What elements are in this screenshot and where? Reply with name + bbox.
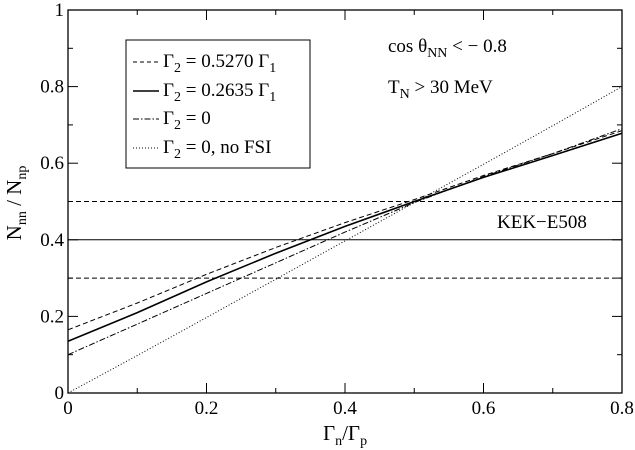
legend-entry-1: Γ2 = 0.2635 Γ1 [163,80,276,105]
series-line-0 [67,130,623,331]
cut-angle-annotation: cos θNN < − 0.8 [388,36,507,61]
legend-entry-3: Γ2 = 0, no FSI [163,137,271,162]
legend-entry-0: Γ2 = 0.5270 Γ1 [163,51,276,76]
legend-box [125,39,311,169]
y-tick-label: 0 [55,383,65,404]
series-line-2 [67,128,623,356]
x-tick-label: 0 [63,398,73,419]
y-tick-label: 0.4 [40,230,64,251]
series-line-3 [67,86,623,394]
cut-energy-annotation: TN > 30 MeV [388,77,493,102]
series-layer [67,86,623,394]
x-tick-label: 0.8 [610,398,634,419]
legend-entry-2: Γ2 = 0 [163,108,211,133]
x-axis-label: Γn/Γp [323,421,367,449]
y-tick-label: 1 [55,0,65,21]
series-line-1 [67,132,623,343]
legend: Γ2 = 0.5270 Γ1 Γ2 = 0.2635 Γ1 Γ2 = 0 Γ2 … [125,39,311,169]
y-tick-label: 0.8 [40,77,64,98]
experimental-lines [68,201,622,279]
y-tick-label: 0.6 [40,153,64,174]
x-tick-label: 0.6 [472,398,496,419]
x-tick-label: 0.4 [333,398,357,419]
y-axis-label: Nnn / Nnp [2,166,30,241]
experiment-label: KEK−E508 [497,212,587,233]
y-tick-label: 0.2 [40,306,64,327]
ticks: 0 0.2 0.4 0.6 0.8 0 0.2 0.4 0.6 0.8 1 [40,0,634,419]
x-tick-label: 0.2 [195,398,219,419]
